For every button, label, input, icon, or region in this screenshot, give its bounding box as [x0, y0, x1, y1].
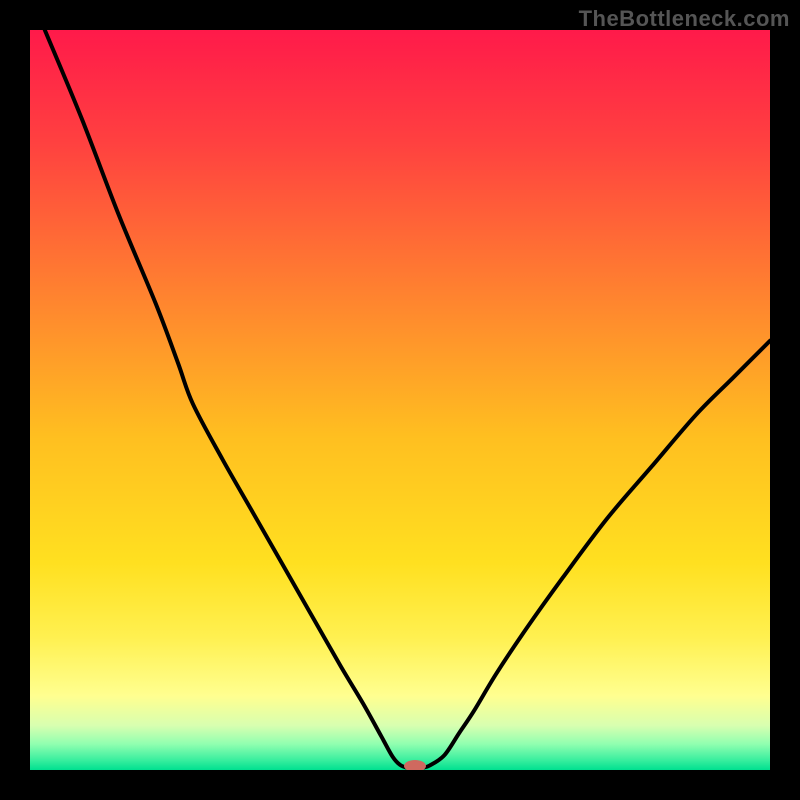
min-marker-icon — [404, 760, 426, 770]
stage: TheBottleneck.com — [0, 0, 800, 800]
bottleneck-curve — [45, 30, 770, 769]
plot-area — [30, 30, 770, 770]
watermark-label: TheBottleneck.com — [579, 6, 790, 32]
curve-svg — [30, 30, 770, 770]
